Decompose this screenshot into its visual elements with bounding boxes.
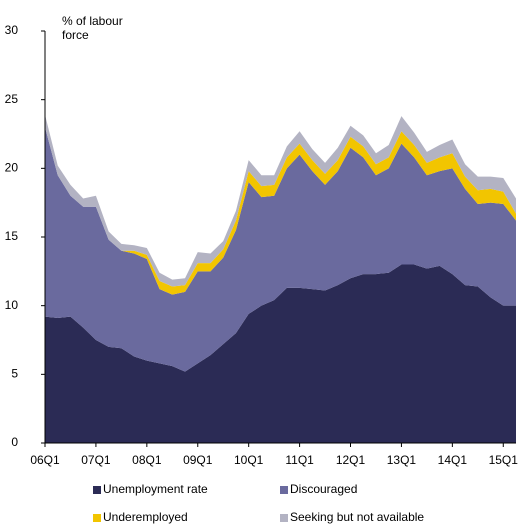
y-tick-label: 0 [11,435,18,449]
legend-swatch [93,486,101,494]
legend-swatch [280,486,288,494]
x-tick-label: 09Q1 [183,453,213,467]
legend-label: Seeking but not available [290,510,424,524]
y-tick-label: 30 [5,23,19,37]
y-tick-label: 15 [5,229,19,243]
y-tick-label: 5 [11,367,18,381]
x-tick-label: 08Q1 [132,453,162,467]
x-tick-label: 14Q1 [438,453,468,467]
y-tick-label: 25 [5,92,19,106]
x-tick-label: 07Q1 [81,453,111,467]
y-tick-label: 20 [5,161,19,175]
x-tick-label: 11Q1 [285,453,314,467]
area [45,264,516,443]
y-tick-label: 10 [5,298,19,312]
y-axis-label: % of labour force [62,14,123,42]
legend-swatch [93,514,101,522]
legend-label: Unemployment rate [103,482,208,496]
x-tick-label: 15Q1 [489,453,519,467]
area [45,127,516,372]
x-tick-label: 13Q1 [387,453,417,467]
legend-swatch [280,514,288,522]
x-tick-label: 10Q1 [234,453,264,467]
legend-label: Discouraged [290,482,357,496]
legend-label: Underemployed [103,510,188,524]
x-tick-label: 12Q1 [336,453,366,467]
x-tick-label: 06Q1 [30,453,60,467]
